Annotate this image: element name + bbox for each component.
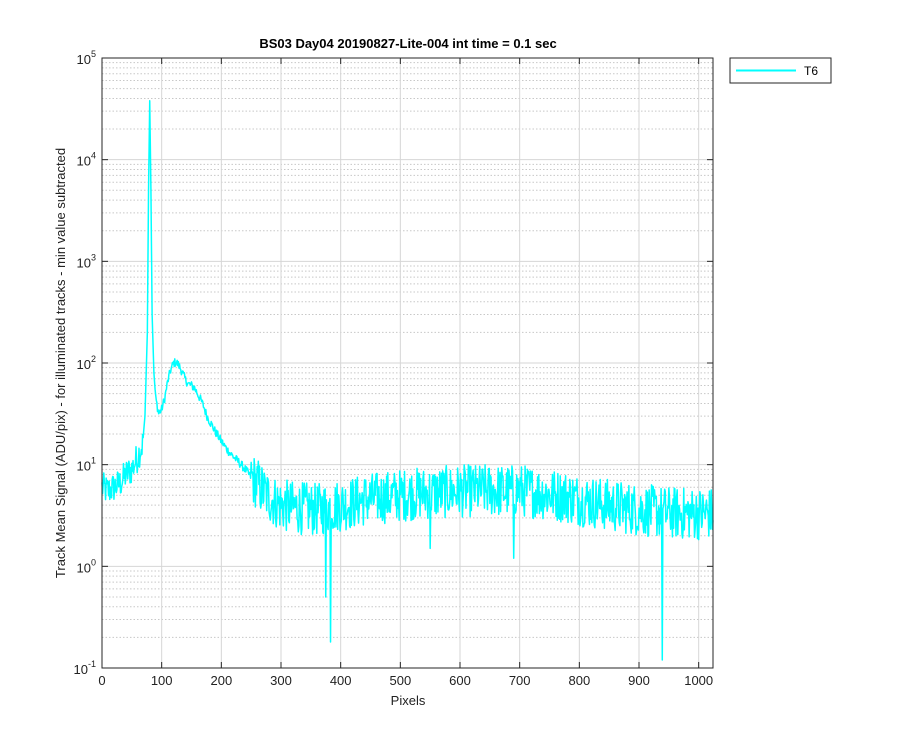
y-tick-label: 103 [77,252,96,270]
x-tick-label: 1000 [684,673,713,688]
x-tick-labels: 0 100 200 300 400 500 600 700 800 900 1000 [98,673,713,688]
x-tick-label: 0 [98,673,105,688]
x-tick-label: 800 [568,673,590,688]
x-tick-label: 200 [210,673,232,688]
y-tick-label: 102 [77,354,96,372]
y-tick-label: 105 [77,49,96,67]
x-tick-label: 900 [628,673,650,688]
x-tick-label: 400 [330,673,352,688]
x-tick-label: 700 [509,673,531,688]
y-tick-label: 10-1 [74,659,96,677]
y-tick-label: 104 [77,151,96,169]
y-tick-label: 100 [77,557,96,575]
x-tick-label: 100 [151,673,173,688]
x-tick-label: 500 [389,673,411,688]
x-tick-label: 600 [449,673,471,688]
y-axis-label: Track Mean Signal (ADU/pix) - for illumi… [53,148,68,578]
legend[interactable]: T6 [729,57,832,84]
plot-frame [101,57,714,669]
grid [101,57,713,669]
x-axis-label: Pixels [391,693,426,708]
chart-title: BS03 Day04 20190827-Lite-004 int time = … [259,36,556,51]
legend-label-t6: T6 [804,64,818,78]
series-line-t6 [101,99,714,661]
x-tick-label: 300 [270,673,292,688]
y-tick-labels: 10-1 100 101 102 103 104 105 [74,49,96,677]
y-tick-label: 101 [77,456,96,474]
